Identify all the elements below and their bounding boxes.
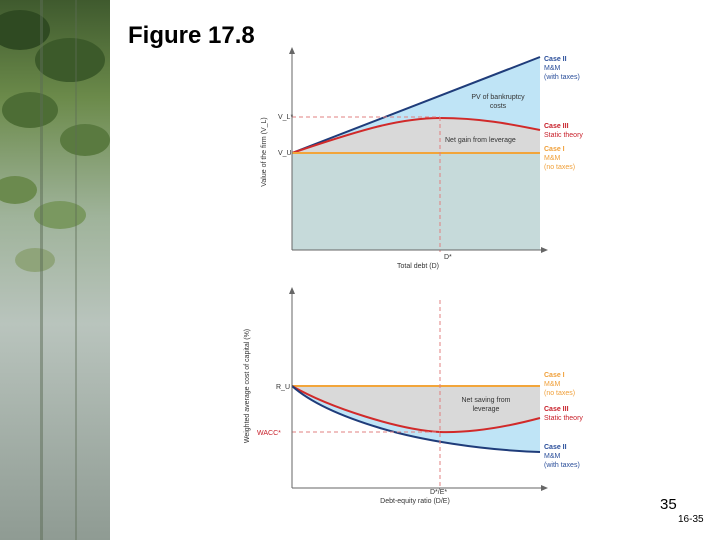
top-xlabel: Total debt (D) xyxy=(397,263,439,270)
slide-title: Figure 17.8 xyxy=(128,22,255,49)
bottom-xlabel: Debt-equity ratio (D/E) xyxy=(380,498,450,505)
top-case2-line2: (with taxes) xyxy=(544,74,580,81)
top-case2-line1: M&M xyxy=(544,65,561,72)
bottom-net-saving-line2: leverage xyxy=(473,406,500,413)
top-x-arrow xyxy=(541,247,548,253)
bottom-grey-area xyxy=(292,386,540,433)
top-y-arrow xyxy=(289,47,295,54)
top-vu-label: V_U xyxy=(278,150,292,157)
bottom-wacc-star-label: WACC* xyxy=(257,430,281,437)
bottom-case2-title: Case II xyxy=(544,444,567,451)
top-case1-line1: M&M xyxy=(544,155,561,162)
bottom-case3-title: Case III xyxy=(544,406,569,413)
top-net-gain-label: Net gain from leverage xyxy=(445,137,516,144)
bottom-chart: Weighted average cost of capital (%) Deb… xyxy=(244,287,583,505)
top-pv-costs-line1: PV of bankruptcy xyxy=(471,94,525,101)
top-ylabel: Value of the firm (V_L) xyxy=(261,117,268,187)
top-teal-area xyxy=(292,153,540,250)
slide-code: 16-35 xyxy=(678,514,704,525)
slide-number: 35 xyxy=(660,496,677,513)
top-grey-area xyxy=(292,118,540,153)
bottom-ru-label: R_U xyxy=(276,384,290,391)
bottom-case1-title: Case I xyxy=(544,372,565,379)
top-vl-star-label: V_L* xyxy=(278,114,293,121)
top-case2-line xyxy=(291,56,541,154)
bottom-destar-label: D*/E* xyxy=(430,489,447,496)
bottom-case2-line2: (with taxes) xyxy=(544,462,580,469)
top-case3-line1: Static theory xyxy=(544,132,583,139)
decorative-sidebar-image xyxy=(0,0,110,540)
top-case1-line2: (no taxes) xyxy=(544,164,575,171)
bottom-y-arrow xyxy=(289,287,295,294)
bottom-case1-line1: M&M xyxy=(544,381,561,388)
bottom-case2-curve xyxy=(291,385,541,453)
bottom-x-arrow xyxy=(541,485,548,491)
top-case3-title: Case III xyxy=(544,123,569,130)
bottom-ylabel: Weighted average cost of capital (%) xyxy=(244,329,251,443)
bottom-case3-line1: Static theory xyxy=(544,415,583,422)
top-pv-costs-line2: costs xyxy=(490,103,507,110)
bottom-net-saving-line1: Net saving from xyxy=(461,397,510,404)
top-chart: Value of the firm (V_L) Total debt (D) V… xyxy=(261,47,583,270)
top-dstar-label: D* xyxy=(444,254,452,261)
top-case1-title: Case I xyxy=(544,146,565,153)
bottom-case1-line2: (no taxes) xyxy=(544,390,575,397)
top-case2-title: Case II xyxy=(544,56,567,63)
bottom-case2-line1: M&M xyxy=(544,453,561,460)
